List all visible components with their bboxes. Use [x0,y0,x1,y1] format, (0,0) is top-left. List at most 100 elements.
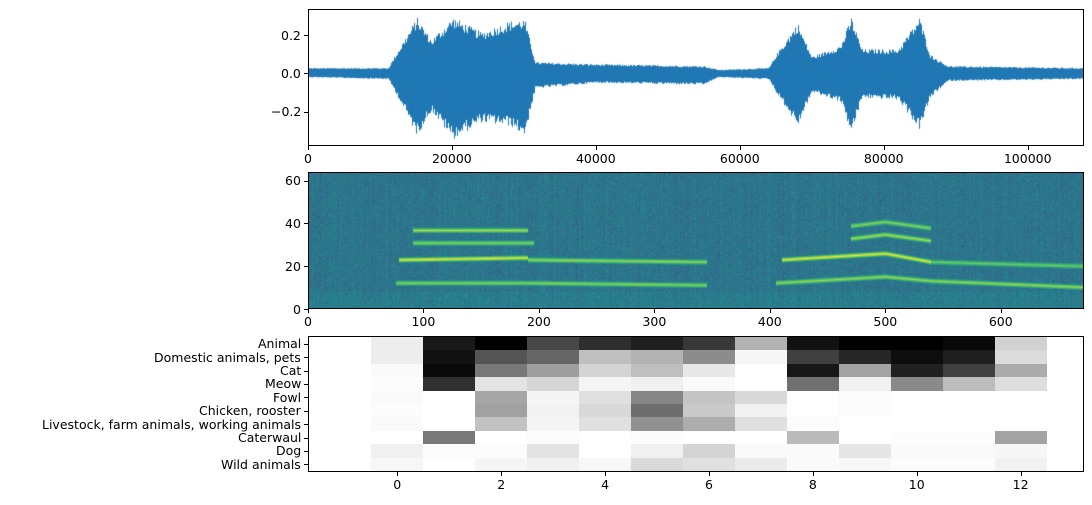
heatmap-cell [942,417,996,432]
heatmap-cell [371,390,424,405]
heatmap-cell [683,377,736,392]
heatmap-cell [631,457,684,472]
heatmap-cell [423,417,476,432]
heatmap-cell [734,350,788,365]
tick-mark [304,450,308,452]
heatmap-cell [734,417,788,432]
heatmap-cell [475,404,528,418]
heatmap-cell [786,444,840,459]
heatmap-cell [475,444,528,459]
tick-mark [304,464,308,466]
tick-mark [304,266,308,268]
heatmap-cell [683,337,736,351]
heatmap-cell [683,390,736,405]
heatmap-cell [994,404,1048,418]
heatmap-cell [631,363,684,378]
heatmap-cell [734,404,788,418]
y-tick-label: 40 [285,215,301,231]
row-label: Cat [280,363,302,378]
heatmap-cell [734,337,788,351]
x-tick-label: 200 [526,314,551,329]
x-tick-label: 0 [393,477,402,492]
tick-mark [423,309,425,313]
heatmap-cell [683,350,736,365]
x-tick-label: 0 [304,151,312,166]
heatmap-cell [786,350,840,365]
tick-mark [501,472,503,476]
heatmap-cell [994,337,1048,351]
tick-mark [304,343,308,345]
heatmap-cell [734,430,788,445]
heatmap-cell [475,430,528,445]
tick-mark [397,472,399,476]
heatmap-cell [890,417,944,432]
heatmap-cell [527,337,580,351]
x-tick-label: 6 [704,477,713,492]
x-tick-label: 0 [304,314,312,329]
x-tick-label: 500 [873,314,898,329]
tick-mark [451,146,453,150]
tick-mark [1000,309,1002,313]
heatmap-cell [994,350,1048,365]
heatmap-cell [475,390,528,405]
heatmap-cell [423,390,476,405]
heatmap-cell [527,350,580,365]
heatmap-cell [890,430,944,445]
heatmap-cell [994,390,1048,405]
row-label: Caterwaul [238,430,302,445]
tick-mark [304,370,308,372]
tick-mark [916,472,918,476]
tick-mark [304,383,308,385]
x-tick-label: 40000 [575,151,616,166]
heatmap-cell [475,417,528,432]
x-tick-label: 400 [757,314,782,329]
heatmap-cell [734,444,788,459]
heatmap-cell [475,337,528,351]
heatmap-cell [423,363,476,378]
heatmap-cell [942,457,996,472]
heatmap-cell [683,417,736,432]
heatmap-cell [734,390,788,405]
heatmap-cell [579,417,632,432]
heatmap-cell [786,457,840,472]
y-tick-label: 20 [285,258,301,274]
tick-mark [883,146,885,150]
waveform-axes [308,9,1084,146]
heatmap-cell [734,377,788,392]
heatmap-cell [423,337,476,351]
row-label: Fowl [273,389,302,405]
waveform-line [309,10,1083,145]
heatmap-cell [527,377,580,392]
y-tick-label: 0.2 [281,27,301,43]
heatmap-cell [579,430,632,445]
heatmap-cell [631,337,684,351]
heatmap-cell [527,430,580,445]
x-tick-label: 8 [808,477,817,492]
row-label: Chicken, rooster [199,403,301,419]
heatmap-cell [371,444,424,459]
row-label: Meow [265,376,302,392]
spectrogram-image [309,173,1083,308]
heatmap-cell [838,377,892,392]
class-scores-axes [308,336,1084,472]
heatmap-cell [475,377,528,392]
heatmap-cell [631,430,684,445]
heatmap-cell [371,404,424,418]
heatmap-cell [371,337,424,351]
heatmap-cell [838,404,892,418]
row-label: Dog [276,443,302,459]
heatmap-cell [942,363,996,378]
heatmap-cell [579,390,632,405]
tick-mark [605,472,607,476]
tick-mark [304,223,308,225]
heatmap-cell [579,444,632,459]
tick-mark [812,472,814,476]
heatmap-cell [890,363,944,378]
x-tick-label: 12 [1012,477,1029,492]
x-tick-label: 60000 [719,151,760,166]
tick-mark [308,309,309,313]
heatmap-cell [475,363,528,378]
heatmap-cell [994,417,1048,432]
heatmap-cell [994,430,1048,445]
heatmap-cell [527,417,580,432]
